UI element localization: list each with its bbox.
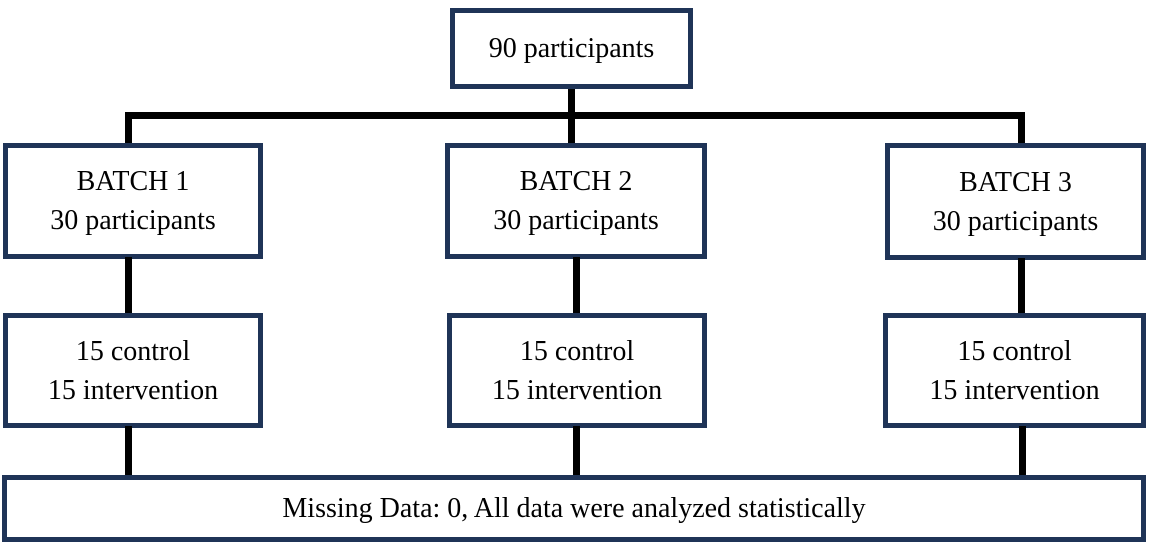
connector-batch-2-allocation <box>573 257 580 315</box>
connector-batch-1-allocation <box>125 257 132 315</box>
connector-batch-3-allocation <box>1018 258 1025 315</box>
batch-3-subtitle: 30 participants <box>932 205 1099 237</box>
total-participants-label: 90 participants <box>488 33 655 64</box>
batch-2-title: BATCH 2 <box>519 166 633 197</box>
node-allocation-3: 15 control 15 intervention <box>883 313 1146 428</box>
allocation-2-control: 15 control <box>519 335 635 367</box>
allocation-3-intervention: 15 intervention <box>929 374 1100 406</box>
connector-drop-batch-1 <box>125 112 132 145</box>
node-allocation-1: 15 control 15 intervention <box>3 313 263 428</box>
node-total-participants: 90 participants <box>450 8 693 89</box>
allocation-3-control: 15 control <box>957 335 1072 367</box>
allocation-1-intervention: 15 intervention <box>47 374 219 406</box>
batch-1-subtitle: 30 participants <box>50 205 216 236</box>
allocation-2-intervention: 15 intervention <box>491 374 663 406</box>
batch-2-subtitle: 30 participants <box>493 205 659 236</box>
node-batch-2: BATCH 2 30 participants <box>445 143 707 259</box>
batch-1-title: BATCH 1 <box>76 166 190 197</box>
connector-branch-horizontal <box>125 112 1025 119</box>
connector-allocation-1-summary <box>125 426 132 478</box>
connector-allocation-3-summary <box>1019 426 1026 478</box>
connector-allocation-2-summary <box>573 426 580 478</box>
connector-drop-batch-2 <box>568 112 575 145</box>
batch-3-title: BATCH 3 <box>959 166 1072 198</box>
node-allocation-2: 15 control 15 intervention <box>447 313 707 428</box>
node-summary: Missing Data: 0, All data were analyzed … <box>2 475 1146 542</box>
allocation-1-control: 15 control <box>75 335 191 367</box>
summary-label: Missing Data: 0, All data were analyzed … <box>282 493 866 524</box>
node-batch-1: BATCH 1 30 participants <box>3 143 263 259</box>
node-batch-3: BATCH 3 30 participants <box>885 143 1146 260</box>
connector-drop-batch-3 <box>1018 112 1025 145</box>
connector-total-stub <box>568 89 575 115</box>
